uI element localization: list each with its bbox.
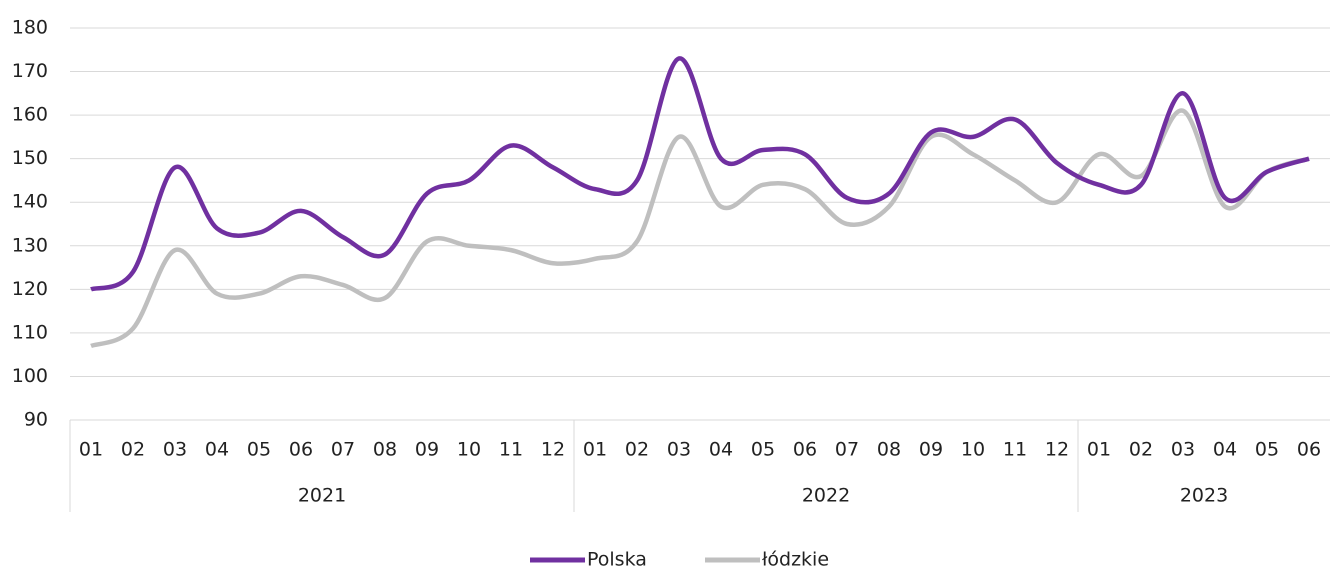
x-tick-label: 05 — [751, 439, 775, 461]
x-tick-label: 01 — [79, 439, 103, 461]
x-tick-label: 02 — [1129, 439, 1153, 461]
x-tick-label: 02 — [625, 439, 649, 461]
x-tick-label: 01 — [583, 439, 607, 461]
x-tick-label: 10 — [457, 439, 481, 461]
x-tick-label: 12 — [1045, 439, 1069, 461]
x-tick-label: 03 — [163, 439, 187, 461]
y-tick-label: 90 — [24, 409, 48, 431]
x-tick-label: 06 — [793, 439, 817, 461]
x-tick-label: 05 — [1255, 439, 1279, 461]
y-tick-label: 130 — [12, 234, 48, 256]
x-tick-label: 08 — [373, 439, 397, 461]
x-tick-label: 06 — [1297, 439, 1321, 461]
y-tick-label: 160 — [12, 104, 48, 126]
legend-label: łódzkie — [762, 549, 829, 571]
x-tick-label: 04 — [205, 439, 229, 461]
y-tick-label: 110 — [12, 321, 48, 343]
x-tick-label: 10 — [961, 439, 985, 461]
y-tick-label: 180 — [12, 17, 48, 39]
x-tick-label: 07 — [331, 439, 355, 461]
x-group-label: 2021 — [298, 485, 346, 507]
x-tick-label: 06 — [289, 439, 313, 461]
x-tick-label: 09 — [415, 439, 439, 461]
x-tick-label: 03 — [1171, 439, 1195, 461]
x-tick-label: 11 — [1003, 439, 1027, 461]
series-line — [90, 56, 1310, 292]
series-line — [90, 108, 1310, 349]
x-tick-label: 05 — [247, 439, 271, 461]
x-tick-label: 12 — [541, 439, 565, 461]
y-tick-label: 170 — [12, 60, 48, 82]
y-tick-label: 100 — [12, 365, 48, 387]
legend-label: Polska — [587, 549, 647, 571]
x-tick-label: 03 — [667, 439, 691, 461]
x-tick-label: 07 — [835, 439, 859, 461]
x-tick-label: 02 — [121, 439, 145, 461]
x-group-label: 2022 — [802, 485, 850, 507]
x-tick-label: 09 — [919, 439, 943, 461]
x-tick-label: 04 — [709, 439, 733, 461]
x-tick-label: 01 — [1087, 439, 1111, 461]
y-tick-label: 120 — [12, 278, 48, 300]
y-tick-label: 150 — [12, 147, 48, 169]
x-tick-label: 04 — [1213, 439, 1237, 461]
x-group-label: 2023 — [1180, 485, 1228, 507]
y-tick-label: 140 — [12, 191, 48, 213]
x-tick-label: 11 — [499, 439, 523, 461]
x-tick-label: 08 — [877, 439, 901, 461]
